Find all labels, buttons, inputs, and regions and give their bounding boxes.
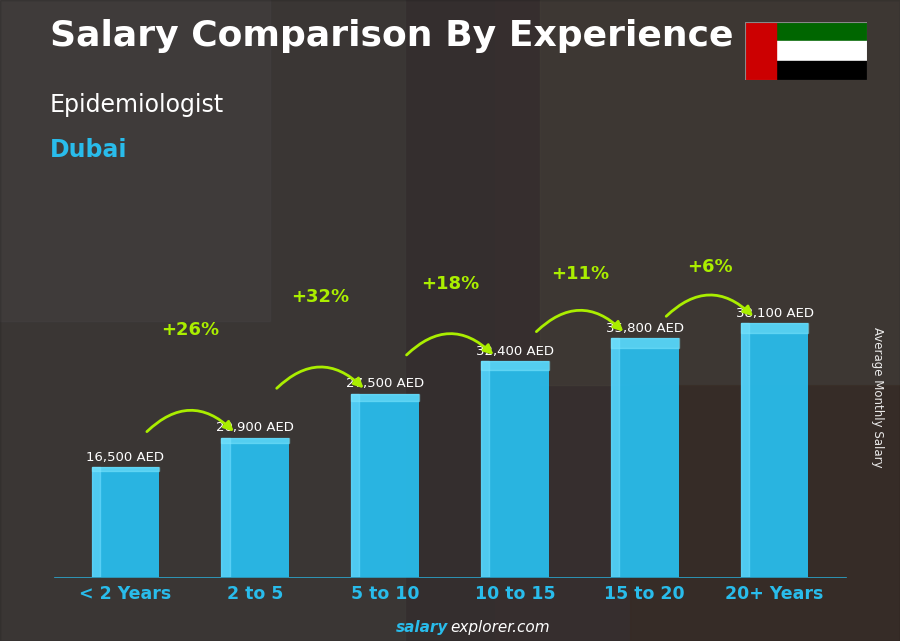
Bar [745,22,776,80]
Text: Salary Comparison By Experience: Salary Comparison By Experience [50,19,733,53]
Bar [741,323,808,333]
Text: explorer.com: explorer.com [450,620,550,635]
Bar [611,338,679,577]
Bar [221,438,289,577]
Bar [0,0,405,641]
FancyArrowPatch shape [666,295,751,316]
Bar [776,22,867,42]
Text: 20,900 AED: 20,900 AED [216,421,294,434]
Text: 27,500 AED: 27,500 AED [346,378,424,390]
FancyArrowPatch shape [536,310,621,331]
Text: Average Monthly Salary: Average Monthly Salary [871,327,884,468]
Text: +26%: +26% [161,321,220,339]
Bar [351,394,418,577]
Text: 38,100 AED: 38,100 AED [735,306,814,320]
Text: 16,500 AED: 16,500 AED [86,451,165,463]
Bar [776,61,867,80]
Bar [92,467,100,577]
Text: Dubai: Dubai [50,138,127,162]
Text: +32%: +32% [291,288,349,306]
Bar [351,394,359,577]
Text: Epidemiologist: Epidemiologist [50,93,224,117]
Bar [221,438,230,577]
Text: +18%: +18% [421,274,479,292]
Bar [741,323,808,577]
Bar [351,394,418,401]
Bar [482,361,490,577]
Text: salary: salary [396,620,448,635]
Bar [482,361,549,577]
Bar [92,467,159,471]
Bar [630,385,900,641]
Bar [495,0,900,641]
Bar [92,467,159,577]
Text: +11%: +11% [551,265,609,283]
Bar [482,361,549,370]
Text: 35,800 AED: 35,800 AED [606,322,684,335]
Bar [741,323,749,577]
Bar [776,42,867,61]
Bar [540,0,900,385]
Bar [221,438,289,443]
Text: 32,400 AED: 32,400 AED [476,345,554,358]
Bar [611,338,679,348]
FancyArrowPatch shape [276,367,362,388]
FancyArrowPatch shape [147,410,231,431]
Bar [611,338,619,577]
Text: +6%: +6% [687,258,733,276]
FancyArrowPatch shape [407,333,491,355]
Bar [0,0,270,320]
